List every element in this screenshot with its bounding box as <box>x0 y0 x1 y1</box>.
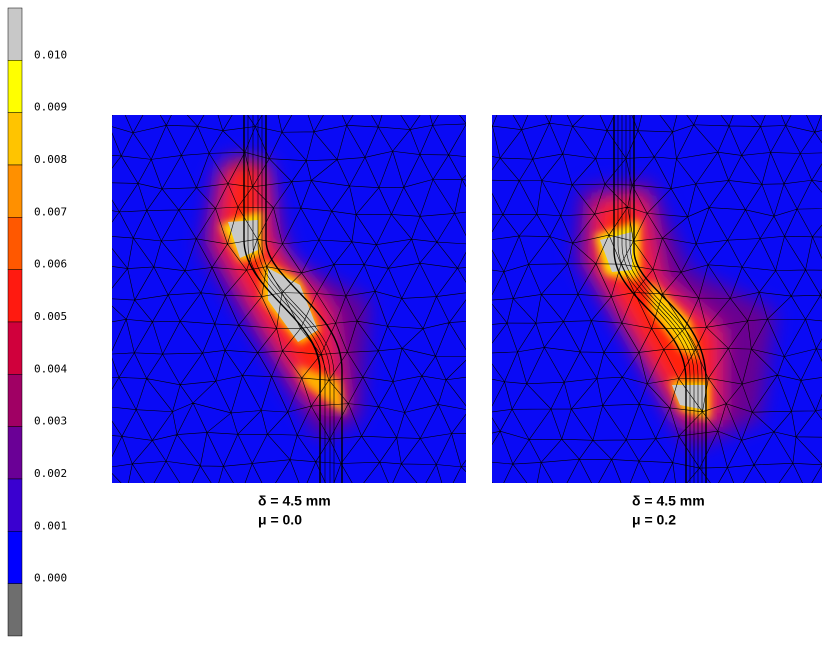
mesh-lines <box>112 115 466 483</box>
field-max <box>600 232 705 410</box>
caption-displacement: δ = 4.5 mm <box>258 493 331 509</box>
colorbar-tick-label: 0.007 <box>34 205 67 218</box>
colorbar-segment <box>7 112 23 166</box>
colorbar-tick-label: 0.006 <box>34 258 67 271</box>
colorbar-tick-label: 0.005 <box>34 310 67 323</box>
caption-friction: μ = 0.2 <box>632 512 676 528</box>
insert-line <box>617 115 691 483</box>
colorbar-segment <box>7 321 23 375</box>
colorbar-segment <box>7 478 23 532</box>
colorbar: 0.010 0.009 0.008 0.007 0.006 0.005 0.004 0.003… <box>7 7 67 637</box>
insert-outline <box>243 115 343 483</box>
colorbar-segment <box>7 531 23 584</box>
colorbar-segment <box>7 583 23 637</box>
contour-panel <box>492 115 822 483</box>
mesh-lines <box>492 115 822 483</box>
colorbar-segment <box>7 60 23 113</box>
colorbar-segment <box>7 217 23 270</box>
insert-line <box>621 115 695 483</box>
colorbar-tick-label: 0.008 <box>34 153 67 166</box>
colorbar-tick-label: 0.004 <box>34 362 67 375</box>
colorbar-segment <box>7 374 23 427</box>
field-max <box>228 220 318 342</box>
colorbar-tick-label: 0.009 <box>34 101 67 114</box>
colorbar-tick-label: 0.010 <box>34 48 67 61</box>
colorbar-segment <box>7 269 23 323</box>
colorbar-tick-label: 0.002 <box>34 467 67 480</box>
colorbar-tick-label: 0.001 <box>34 519 67 532</box>
colorbar-segment <box>7 7 23 61</box>
insert-line <box>252 115 326 483</box>
colorbar-segment <box>7 164 23 218</box>
insert-line <box>629 115 703 483</box>
insert-outline <box>613 115 707 483</box>
colorbar-segment <box>7 426 23 480</box>
mesh <box>492 115 822 483</box>
caption-displacement: δ = 4.5 mm <box>632 493 705 509</box>
insert-line <box>625 115 699 483</box>
contour-panel <box>112 115 466 483</box>
caption-friction: μ = 0.0 <box>258 512 302 528</box>
colorbar-tick-label: 0.003 <box>34 415 67 428</box>
colorbar-tick-label: 0.000 <box>34 572 67 585</box>
insert-line <box>257 115 331 483</box>
insert-line <box>261 115 335 483</box>
